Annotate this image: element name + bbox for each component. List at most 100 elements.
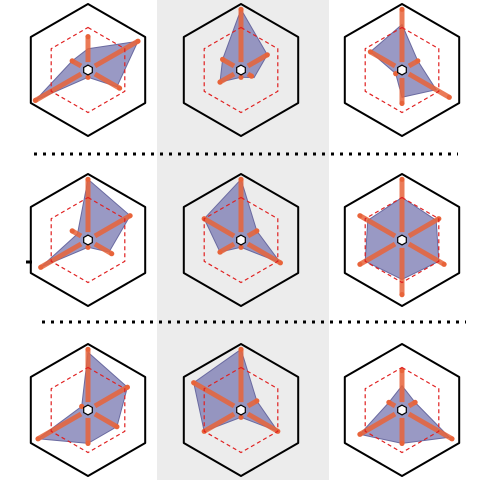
spike-endpoint	[114, 424, 120, 430]
spike-endpoint	[412, 399, 418, 405]
spike-endpoint	[238, 414, 244, 420]
spike-endpoint	[69, 58, 75, 64]
axis-spike	[407, 216, 441, 239]
spike-endpoint	[85, 244, 91, 250]
outer-hexagon	[182, 3, 300, 137]
spike-endpoint	[449, 436, 455, 442]
spike-endpoint	[117, 85, 123, 91]
axis-spike	[369, 49, 397, 69]
reference-hexagon	[364, 366, 440, 454]
spike-endpoint	[85, 440, 91, 446]
spike-endpoint	[85, 34, 91, 40]
spike-endpoint	[69, 228, 75, 234]
reference-hexagon	[50, 26, 126, 114]
spike-endpoint	[264, 52, 270, 58]
center-hole	[397, 64, 407, 76]
spike-endpoint	[217, 79, 223, 85]
axis-spike	[202, 411, 236, 434]
spike-endpoint	[38, 264, 44, 270]
outer-hexagon	[182, 173, 300, 307]
spike-endpoint	[254, 228, 260, 234]
spike-endpoint	[124, 384, 130, 390]
center-hole	[83, 234, 93, 246]
reference-hexagon	[203, 366, 279, 454]
spike-endpoint	[367, 49, 373, 55]
radar-panel	[182, 343, 300, 477]
spike-endpoint	[238, 74, 244, 80]
reference-hexagon	[364, 26, 440, 114]
center-hole	[397, 234, 407, 246]
center-hole	[83, 404, 93, 416]
outer-hexagon	[343, 173, 461, 307]
axis-spike	[407, 411, 454, 441]
radar-panel	[343, 173, 461, 307]
spike-endpoint	[248, 73, 255, 79]
reference-hexagon	[203, 196, 279, 284]
radar-panel	[343, 3, 461, 137]
spike-endpoint	[85, 74, 91, 80]
axis-spike	[34, 71, 83, 103]
outer-hexagon	[343, 3, 461, 137]
outer-hexagon	[343, 343, 461, 477]
spike-endpoint	[217, 249, 223, 255]
spike-endpoint	[127, 213, 133, 219]
spike-endpoint	[32, 97, 39, 103]
spike-endpoint	[35, 436, 41, 442]
radar-panel	[182, 173, 300, 307]
spike-endpoint	[446, 94, 452, 100]
spike-endpoint	[393, 71, 399, 77]
spike-endpoint	[399, 292, 405, 298]
spike-endpoint	[254, 398, 260, 404]
spike-endpoint	[135, 38, 141, 44]
center-hole	[236, 404, 246, 416]
axis-spike	[218, 71, 236, 85]
axis-spike	[202, 216, 236, 239]
axis-spike	[93, 71, 121, 91]
reference-hexagon	[203, 26, 279, 114]
spike-endpoint	[85, 346, 91, 352]
center-hole	[236, 64, 246, 76]
spike-endpoint	[399, 176, 405, 182]
axis-spike	[246, 52, 269, 69]
outer-hexagon	[29, 173, 147, 307]
spike-endpoint	[399, 367, 405, 374]
spike-endpoint	[357, 213, 363, 219]
outer-hexagon	[182, 343, 300, 477]
radar-panels	[29, 3, 461, 477]
outer-hexagon	[29, 3, 147, 137]
spike-endpoint	[79, 403, 85, 409]
spike-endpoint	[191, 380, 197, 386]
radar-panel	[29, 173, 147, 307]
spike-endpoint	[238, 346, 244, 352]
center-hole	[397, 404, 407, 416]
spike-endpoint	[238, 176, 244, 182]
spike-endpoint	[386, 399, 392, 405]
outer-hexagon	[29, 343, 147, 477]
axis-spike	[93, 385, 129, 409]
spike-endpoint	[357, 431, 363, 437]
spike-endpoint	[277, 260, 283, 266]
spike-endpoint	[85, 176, 91, 182]
axis-spike	[93, 39, 140, 69]
spike-endpoint	[441, 261, 447, 267]
axis-spike	[36, 411, 83, 441]
axis-spike	[192, 380, 236, 409]
radar-panel	[182, 3, 300, 137]
reference-hexagon	[50, 366, 126, 454]
axis-spike	[246, 241, 282, 265]
spike-endpoint	[109, 251, 115, 257]
spike-endpoint	[399, 6, 405, 12]
axis-spike	[246, 411, 280, 434]
center-hole	[236, 234, 246, 246]
spike-endpoint	[238, 6, 244, 12]
radar-panel	[29, 3, 147, 137]
spike-endpoint	[399, 100, 405, 106]
radar-panel	[29, 343, 147, 477]
axis-spike	[93, 411, 119, 429]
spike-endpoint	[357, 261, 363, 267]
axis-spike	[93, 241, 113, 256]
radar-panel	[343, 343, 461, 477]
spike-endpoint	[415, 58, 421, 64]
